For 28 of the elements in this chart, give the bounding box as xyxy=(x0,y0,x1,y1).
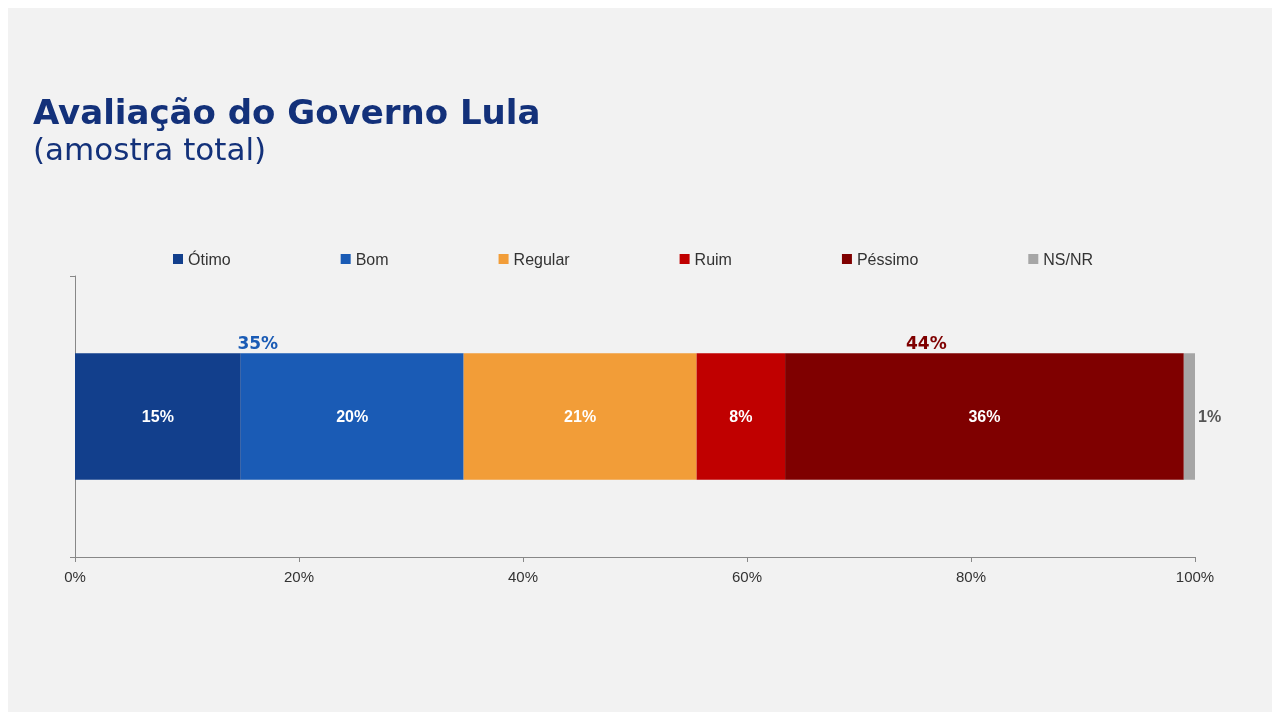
bar xyxy=(75,353,241,480)
legend-label: Ruim xyxy=(694,250,732,268)
chart-title: Avaliação do Governo Lula xyxy=(33,92,541,132)
annotation: 35% xyxy=(237,332,279,353)
x-tick-label: 100% xyxy=(1175,568,1215,585)
legend-label: NS/NR xyxy=(1043,250,1094,268)
data-label: 15% xyxy=(141,408,174,425)
bar xyxy=(463,353,697,480)
data-label: 1% xyxy=(1198,408,1222,425)
data-label: 8% xyxy=(729,408,753,425)
x-tick-label: 60% xyxy=(731,568,763,585)
data-label: 36% xyxy=(968,408,1001,425)
x-tick-label: 80% xyxy=(955,568,987,585)
bar xyxy=(1183,353,1195,480)
data-label: 20% xyxy=(336,408,369,425)
x-tick-label: 20% xyxy=(283,568,315,585)
legend-label: Péssimo xyxy=(856,250,919,268)
x-tick-label: 0% xyxy=(64,568,86,585)
legend-label: Bom xyxy=(355,250,389,268)
data-label: 21% xyxy=(564,408,597,425)
legend-label: Regular xyxy=(513,250,571,268)
legend-label: Ótimo xyxy=(188,249,231,268)
bar xyxy=(240,353,464,480)
chart-subtitle: (amostra total) xyxy=(33,130,267,167)
annotation: 44% xyxy=(906,332,947,353)
bar xyxy=(785,353,1184,480)
bar xyxy=(696,353,786,480)
x-tick-label: 40% xyxy=(507,568,539,585)
